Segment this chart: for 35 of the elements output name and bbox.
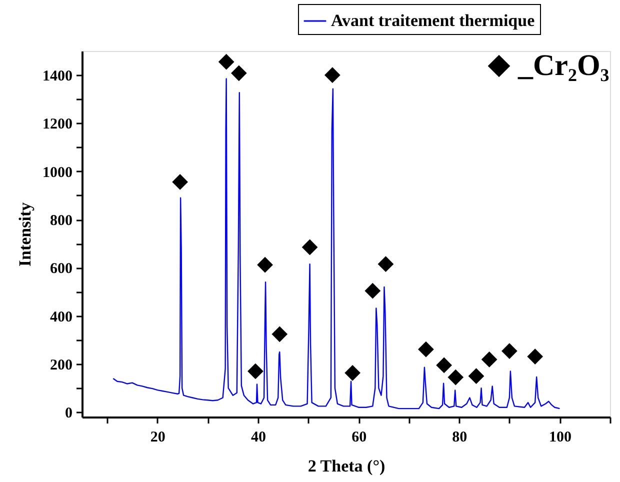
point	[302, 240, 318, 255]
point	[528, 349, 543, 364]
point	[468, 368, 484, 384]
x-tick-label: 80	[452, 430, 468, 446]
y-tick-label: 800	[50, 213, 72, 230]
x-tick-label: 100	[548, 430, 572, 446]
point	[418, 342, 434, 357]
y-tick-label: 0	[65, 406, 72, 422]
point	[272, 326, 288, 342]
legend-label: Avant traitement thermique	[331, 11, 536, 30]
x-tick-label: 60	[352, 430, 367, 446]
point	[248, 364, 264, 379]
point	[218, 54, 234, 70]
y-tick-label: 1200	[42, 116, 72, 133]
x-axis-title: 2 Theta (°)	[308, 456, 386, 476]
y-tick-label: 1000	[42, 164, 72, 181]
point	[345, 365, 360, 380]
x-tick-label: 40	[251, 430, 266, 446]
legend-label: _Cr₂O₃	[517, 49, 610, 82]
point	[365, 283, 380, 298]
y-tick-label: 200	[50, 358, 72, 374]
x-tick-label: 20	[150, 430, 166, 446]
y-tick-label: 400	[50, 309, 72, 326]
point	[448, 370, 464, 385]
point	[482, 352, 497, 367]
y-tick-label: 600	[50, 261, 72, 278]
point	[378, 256, 394, 272]
point	[258, 257, 273, 272]
point	[502, 344, 517, 359]
point	[436, 358, 452, 373]
point	[324, 68, 340, 83]
y-tick-label: 1400	[42, 68, 72, 85]
point	[172, 174, 188, 190]
y-axis-title: Intensity	[16, 202, 34, 267]
point	[231, 66, 246, 81]
